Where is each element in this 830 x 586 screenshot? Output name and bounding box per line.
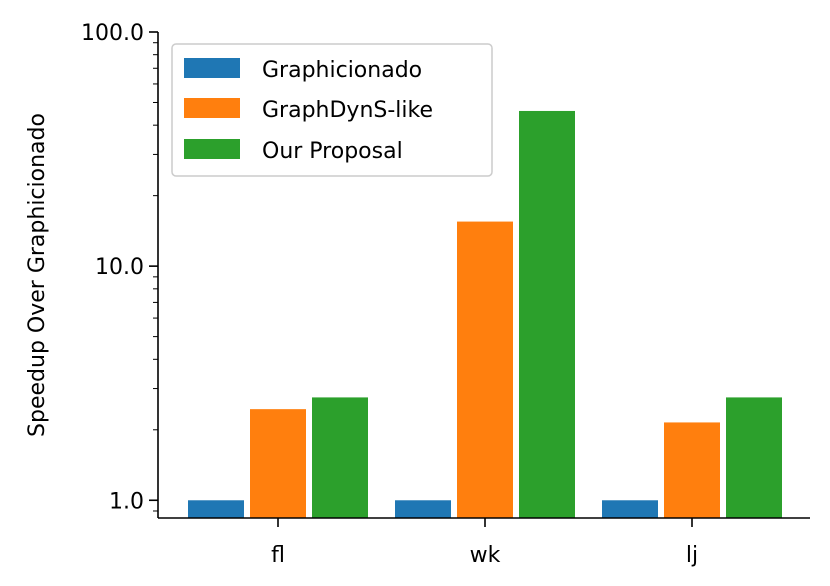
x-ticks-group: fl wk lj	[271, 518, 698, 568]
bar-graphicionado-wk	[395, 500, 451, 518]
x-tick-label-fl: fl	[271, 543, 285, 568]
bar-graphicionado-fl	[188, 500, 244, 518]
bars-group	[188, 110, 782, 518]
y-tick-label: 10.0	[95, 255, 144, 280]
legend-swatch-graphdyns-like	[184, 98, 240, 118]
bar-graphdyns-like-fl	[250, 409, 306, 518]
y-tick-label: 1.0	[109, 489, 144, 514]
x-tick-label-lj: lj	[686, 543, 698, 568]
legend-swatch-our-proposal	[184, 139, 240, 159]
y-axis-title: Speedup Over Graphicionado	[25, 113, 50, 437]
bar-graphdyns-like-wk	[457, 221, 513, 518]
legend-label-graphdyns-like: GraphDynS-like	[262, 98, 433, 123]
bar-graphdyns-like-lj	[664, 422, 720, 518]
axes-group	[157, 32, 810, 519]
legend-frame	[171, 43, 493, 177]
y-tick-label: 100.0	[81, 21, 144, 46]
x-tick-label-wk: wk	[470, 543, 501, 568]
legend-swatch-graphicionado	[184, 58, 240, 78]
bar-our-proposal-fl	[312, 397, 368, 518]
legend: Graphicionado GraphDynS-like Our Proposa…	[171, 43, 493, 177]
legend-label-graphicionado: Graphicionado	[262, 58, 422, 83]
legend-label-our-proposal: Our Proposal	[262, 139, 403, 164]
bar-our-proposal-lj	[726, 397, 782, 518]
y-ticks-group: 1.0 10.0 100.0	[81, 21, 158, 514]
bar-our-proposal-wk	[519, 110, 575, 518]
bar-graphicionado-lj	[602, 500, 658, 518]
